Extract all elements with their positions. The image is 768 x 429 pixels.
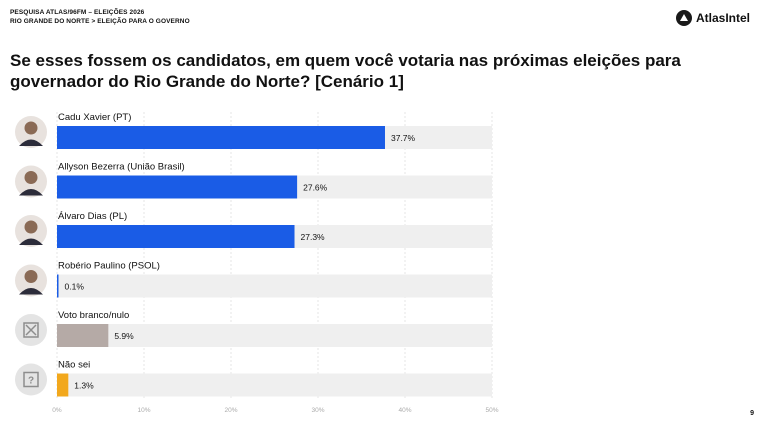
x-tick-label: 10% [137,407,150,414]
question-box [23,371,39,388]
value-label: 0.1% [65,282,85,292]
bar [57,274,59,298]
icon-background [15,363,47,396]
unknown-question-icon: ? [15,363,47,396]
bar [57,175,298,199]
bar [57,373,69,397]
x-tick-label: 20% [224,407,237,414]
bar-row: ? Não sei 1.3% [15,360,492,397]
page-number: 9 [750,410,754,417]
x-mark [25,324,37,336]
bar-row: Álvaro Dias (PL) 27.3% [15,211,492,248]
category-label: Não sei [58,360,90,371]
bar-row: Allyson Bezerra (União Brasil) 27.6% [15,162,492,199]
value-label: 1.3% [74,381,94,391]
candidate-photo-icon [15,215,47,247]
category-label: Cadu Xavier (PT) [58,112,131,123]
bar [57,126,385,149]
survey-header-line1: PESQUISA ATLAS/96FM – ELEIÇÕES 2026 [10,9,145,16]
bar-row: Robério Paulino (PSOL) 0.1% [15,261,492,298]
category-label: Allyson Bezerra (União Brasil) [58,162,185,173]
bar-row: Cadu Xavier (PT) 37.7% [15,112,492,149]
value-label: 27.6% [303,183,328,193]
candidate-photo-icon [15,165,47,198]
photo-shoulders [19,288,43,295]
atlas-logo-icon [675,10,692,26]
photo-head [24,220,38,234]
bar-track [57,274,492,298]
brand-name: AtlasIntel [695,11,750,25]
photo-head [24,270,38,283]
bar [57,324,109,347]
bar [57,225,295,248]
bar-track [57,324,492,347]
category-label: Álvaro Dias (PL) [58,211,127,222]
survey-header-line2: RIO GRANDE DO NORTE > ELEIÇÃO PARA O GOV… [10,18,190,25]
question-mark: ? [28,376,34,387]
bar-track [57,373,492,397]
null-vote-x-icon [15,314,47,346]
photo-head [24,121,38,135]
photo-shoulders [19,139,43,146]
photo-shoulders [19,189,43,196]
bar-row: Voto branco/nulo 5.9% [15,310,492,347]
survey-header: PESQUISA ATLAS/96FM – ELEIÇÕES 2026 RIO … [10,8,190,26]
candidate-photo-icon [15,264,47,297]
x-tick-label: 0% [52,407,62,414]
photo-head [24,171,38,184]
value-label: 37.7% [391,133,416,143]
x-tick-label: 50% [485,407,498,414]
chart-title: Se esses fossem os candidatos, em quem v… [10,51,681,91]
value-label: 5.9% [114,331,134,341]
x-tick-label: 30% [311,407,324,414]
value-label: 27.3% [301,232,326,242]
category-label: Voto branco/nulo [58,310,129,321]
brand-logo: AtlasIntel [675,10,750,26]
category-label: Robério Paulino (PSOL) [58,261,160,272]
x-box [23,322,39,338]
photo-shoulders [19,238,43,245]
candidate-photo-icon [15,116,47,148]
x-tick-label: 40% [398,407,411,414]
